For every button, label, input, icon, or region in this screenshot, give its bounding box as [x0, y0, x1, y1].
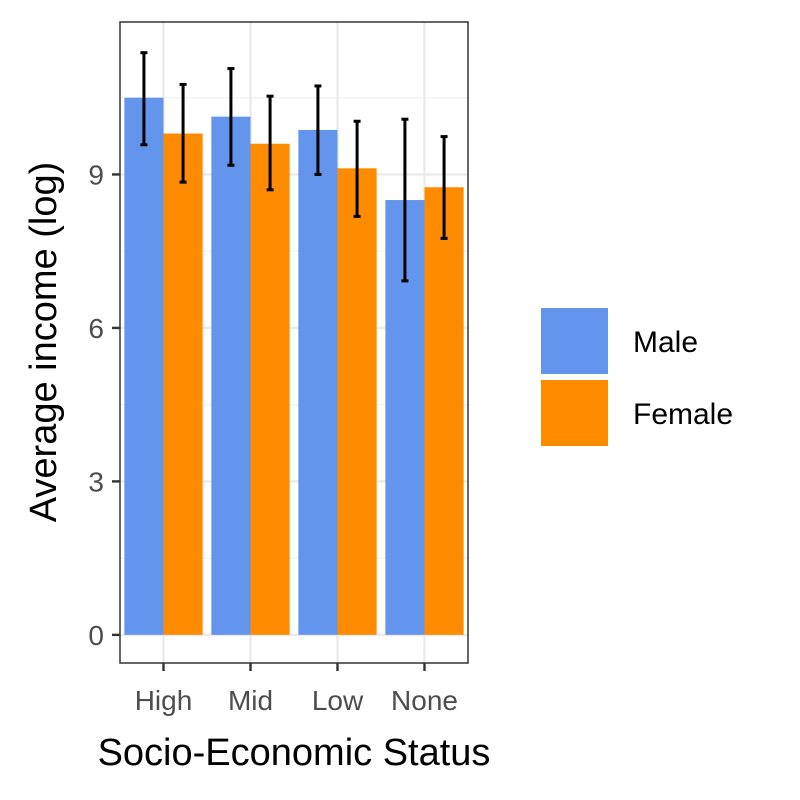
legend-label-female: Female: [633, 398, 733, 431]
bar-male-high: [124, 97, 164, 635]
legend-key-female: [541, 380, 608, 446]
plot-panel-border: [119, 21, 469, 664]
y-tick-label: 3: [88, 466, 104, 497]
x-tick-label-mid: Mid: [228, 685, 273, 716]
y-tick-label: 0: [88, 620, 104, 651]
x-axis-title: Socio-Economic Status: [98, 732, 491, 774]
bar-male-low: [298, 129, 338, 635]
legend-key-male: [541, 308, 608, 374]
legend-label-male: Male: [633, 326, 698, 359]
error-bars: [140, 51, 448, 283]
x-axis: High Mid Low None: [135, 663, 458, 716]
bars: [124, 97, 464, 635]
y-tick-label: 6: [88, 313, 104, 344]
y-axis-title: Average income (log): [23, 162, 65, 522]
y-axis: 0 3 6 9: [88, 159, 120, 651]
bar-female-low: [337, 168, 377, 635]
legend: Male Female: [541, 308, 733, 446]
bar-female-none: [424, 187, 464, 635]
x-tick-label-high: High: [135, 685, 193, 716]
x-tick-label-none: None: [391, 685, 458, 716]
x-tick-label-low: Low: [312, 685, 364, 716]
bar-male-mid: [211, 116, 251, 635]
bar-female-high: [163, 133, 203, 635]
y-tick-label: 9: [88, 159, 104, 190]
bar-female-mid: [250, 143, 290, 635]
